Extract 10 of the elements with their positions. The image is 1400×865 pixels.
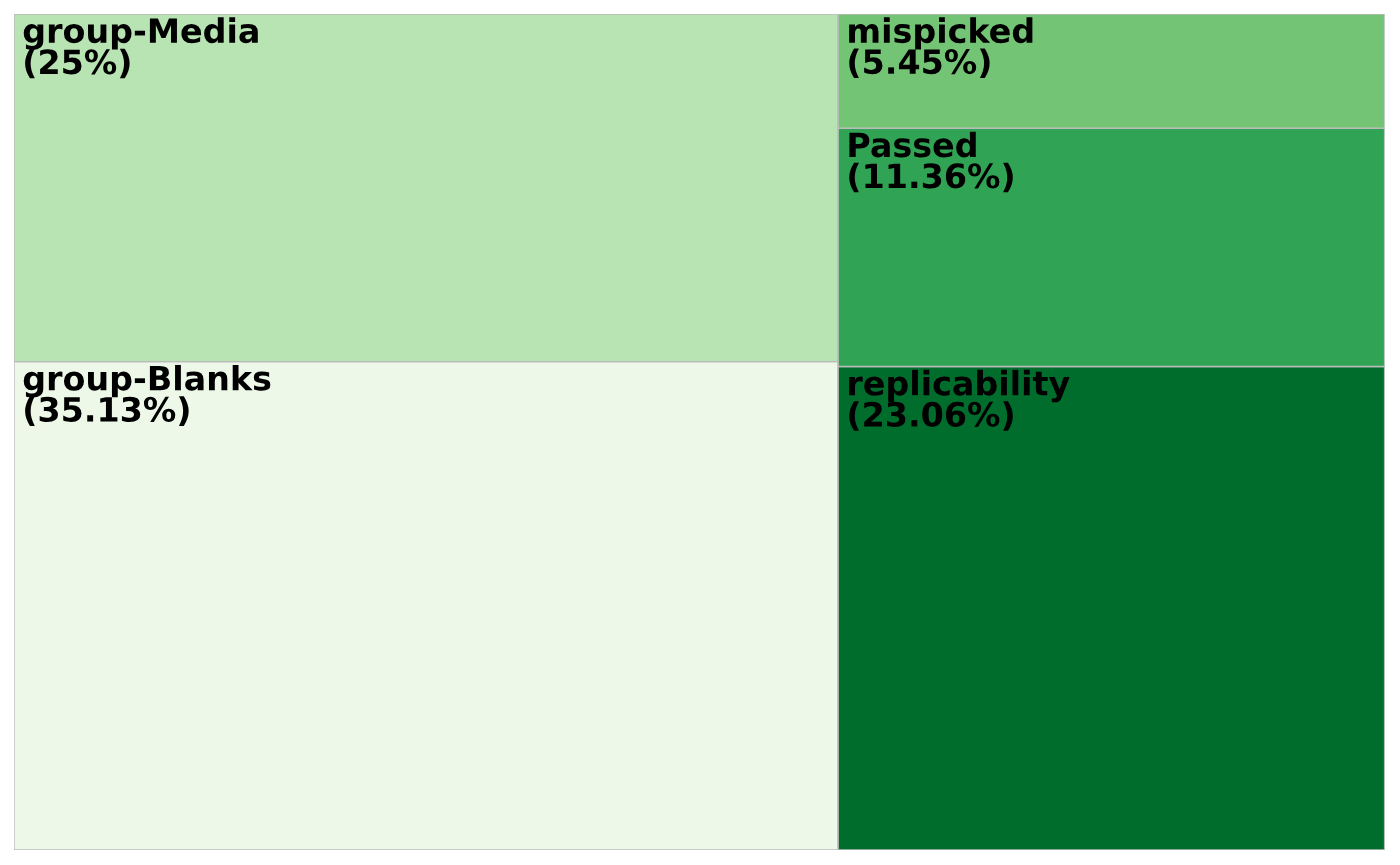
data-label: (11.36%) [849,162,1013,193]
category-label: group-Blanks [23,364,271,398]
category-label: group-Media [23,17,258,50]
category-label: Passed [849,131,976,158]
category-label: mispicked [849,17,1033,50]
data-label: (5.45%) [849,48,990,79]
category-label: replicability [849,369,1070,403]
data-label: (35.13%) [25,396,189,426]
data-label: (25%) [25,48,130,79]
data-label: (23.06%) [849,401,1013,431]
